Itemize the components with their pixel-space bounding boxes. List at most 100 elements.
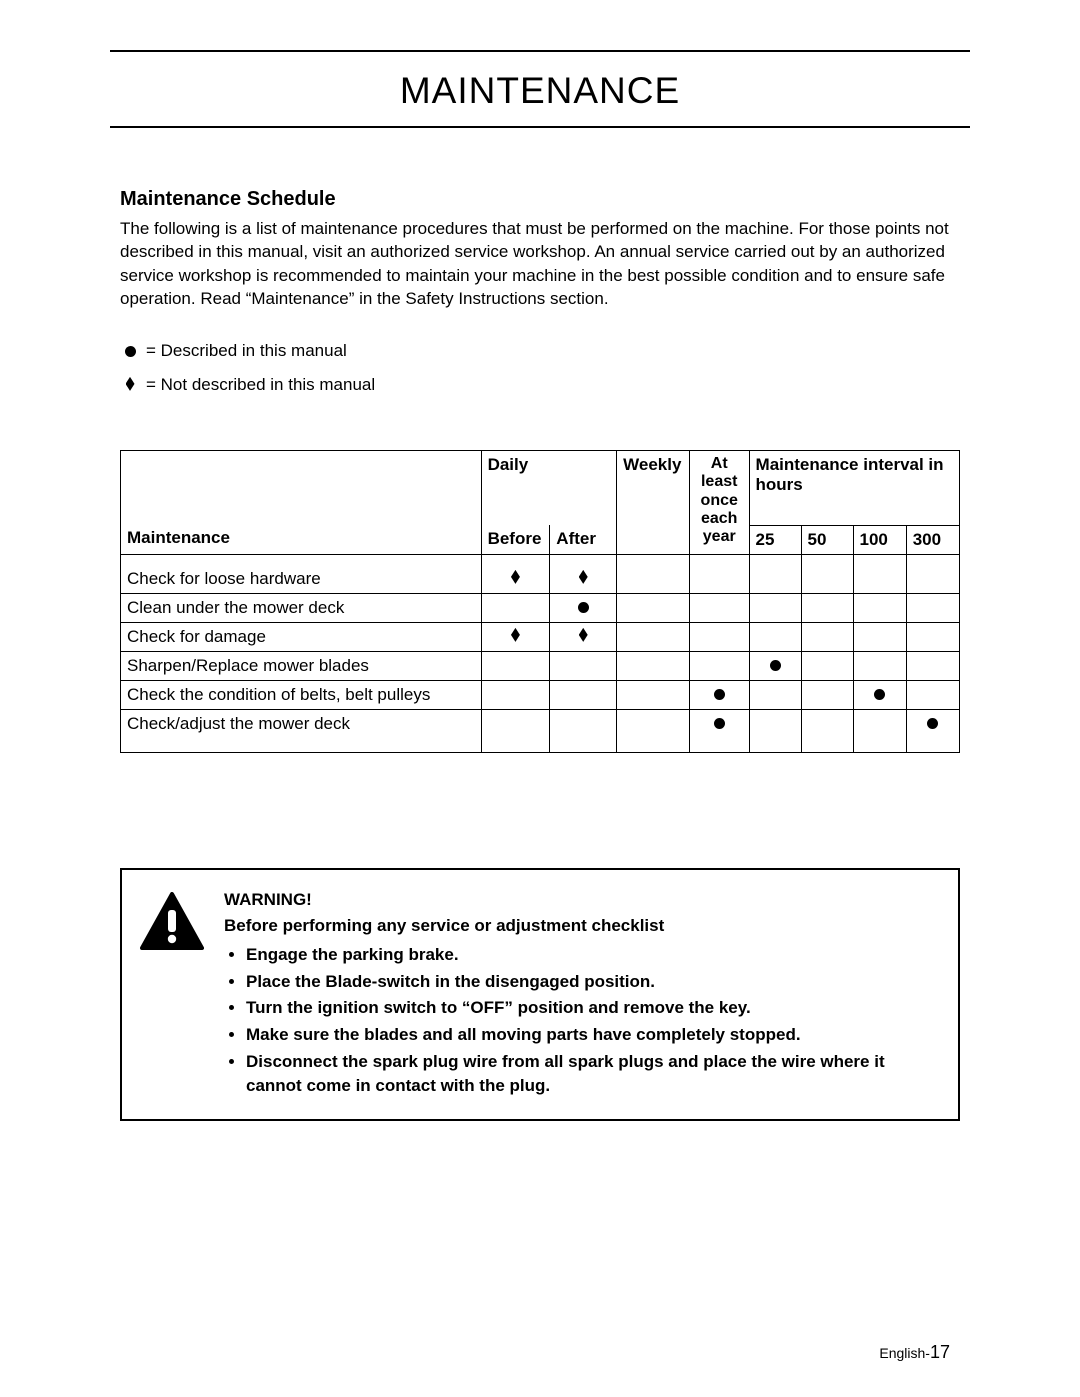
cell-year [689,709,749,752]
cell-weekly [617,651,690,680]
cell-50 [801,554,853,593]
page-title: MAINTENANCE [110,70,970,112]
cell-year [689,680,749,709]
cell-100 [853,593,906,622]
task-cell: Check/adjust the mower deck [121,709,482,752]
cell-weekly [617,593,690,622]
cell-25 [749,680,801,709]
cell-year [689,593,749,622]
cell-before [481,554,550,593]
warning-item: Engage the parking brake. [246,943,934,968]
maintenance-table: Maintenance Daily Weekly At least once e… [120,450,960,753]
th-interval: Maintenance interval in hours [749,450,959,525]
cell-weekly [617,709,690,752]
warning-box: WARNING! Before performing any service o… [120,868,960,1121]
cell-300 [906,680,959,709]
diamond-icon [579,628,588,642]
cell-weekly [617,622,690,651]
table-row: Check the condition of belts, belt pulle… [121,680,960,709]
cell-300 [906,593,959,622]
table-row: Check for damage [121,622,960,651]
task-cell: Check for damage [121,622,482,651]
intro-paragraph: The following is a list of maintenance p… [120,217,960,311]
section-heading: Maintenance Schedule [120,188,960,211]
table-row: Clean under the mower deck [121,593,960,622]
table-row: Check/adjust the mower deck [121,709,960,752]
circle-icon [120,342,140,360]
cell-25 [749,651,801,680]
cell-after [550,554,617,593]
warning-text: WARNING! Before performing any service o… [224,888,934,1101]
cell-300 [906,651,959,680]
cell-before [481,622,550,651]
diamond-icon [120,376,140,394]
th-weekly: Weekly [617,450,690,554]
cell-25 [749,554,801,593]
cell-50 [801,593,853,622]
cell-100 [853,622,906,651]
cell-25 [749,593,801,622]
cell-300 [906,554,959,593]
warning-item: Turn the ignition switch to “OFF” positi… [246,996,934,1021]
cell-before [481,709,550,752]
circle-icon [770,660,781,671]
diamond-icon [511,628,520,642]
th-50: 50 [801,525,853,554]
diamond-icon [579,570,588,584]
cell-weekly [617,680,690,709]
rule-top [110,50,970,52]
th-25: 25 [749,525,801,554]
table-row: Sharpen/Replace mower blades [121,651,960,680]
th-before: Before [481,525,550,554]
cell-after [550,709,617,752]
warning-title: WARNING! [224,888,934,913]
cell-before [481,593,550,622]
warning-item: Place the Blade-switch in the disengaged… [246,970,934,995]
table-row: Check for loose hardware [121,554,960,593]
circle-icon [927,718,938,729]
cell-year [689,622,749,651]
cell-300 [906,709,959,752]
th-after: After [550,525,617,554]
cell-300 [906,622,959,651]
th-maintenance: Maintenance [121,450,482,554]
cell-before [481,651,550,680]
cell-after [550,680,617,709]
task-cell: Sharpen/Replace mower blades [121,651,482,680]
th-300: 300 [906,525,959,554]
legend-row-circle: = Described in this manual [120,341,960,361]
circle-icon [714,718,725,729]
cell-50 [801,622,853,651]
content-block: Maintenance Schedule The following is a … [110,188,970,1121]
cell-weekly [617,554,690,593]
cell-after [550,651,617,680]
circle-icon [578,602,589,613]
th-100: 100 [853,525,906,554]
cell-after [550,622,617,651]
cell-100 [853,680,906,709]
warning-item: Disconnect the spark plug wire from all … [246,1050,934,1099]
cell-50 [801,680,853,709]
cell-50 [801,651,853,680]
cell-100 [853,709,906,752]
circle-icon [714,689,725,700]
cell-50 [801,709,853,752]
warning-item: Make sure the blades and all moving part… [246,1023,934,1048]
cell-before [481,680,550,709]
legend: = Described in this manual = Not describ… [120,341,960,395]
legend-diamond-text: = Not described in this manual [146,375,375,395]
cell-100 [853,651,906,680]
warning-icon [140,892,204,955]
legend-row-diamond: = Not described in this manual [120,375,960,395]
cell-year [689,554,749,593]
warning-preamble: Before performing any service or adjustm… [224,914,934,939]
legend-circle-text: = Described in this manual [146,341,347,361]
diamond-icon [511,570,520,584]
warning-list: Engage the parking brake.Place the Blade… [224,943,934,1099]
page-footer: English-17 [879,1342,950,1363]
cell-25 [749,622,801,651]
th-year: At least once each year [689,450,749,554]
footer-lang: English- [879,1345,930,1361]
th-daily: Daily [481,450,617,525]
cell-year [689,651,749,680]
